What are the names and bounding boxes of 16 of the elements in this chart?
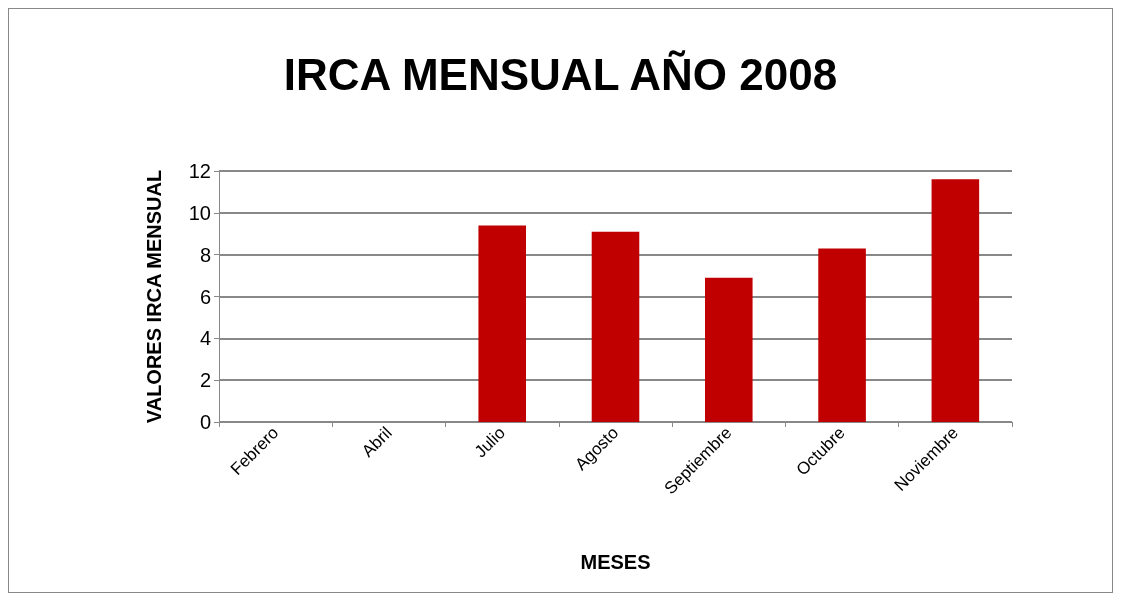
y-tick-label: 10 [188, 201, 211, 224]
x-tick-label: Julio [470, 423, 509, 462]
y-axis-title: VALORES IRCA MENSUAL [143, 169, 165, 424]
y-tick-label: 8 [199, 243, 211, 266]
bar [591, 231, 640, 422]
y-tick-label: 4 [199, 327, 211, 350]
y-tick-label: 0 [199, 411, 211, 433]
chart-title: IRCA MENSUAL AÑO 2008 [283, 49, 838, 99]
bar [705, 277, 753, 422]
bar [931, 179, 980, 422]
y-tick-label: 6 [199, 285, 211, 308]
y-tick-label: 2 [199, 369, 211, 392]
x-axis-title: MESES [580, 551, 651, 573]
y-tick-label: 12 [188, 160, 211, 182]
bar [818, 248, 866, 422]
bar [478, 225, 526, 422]
